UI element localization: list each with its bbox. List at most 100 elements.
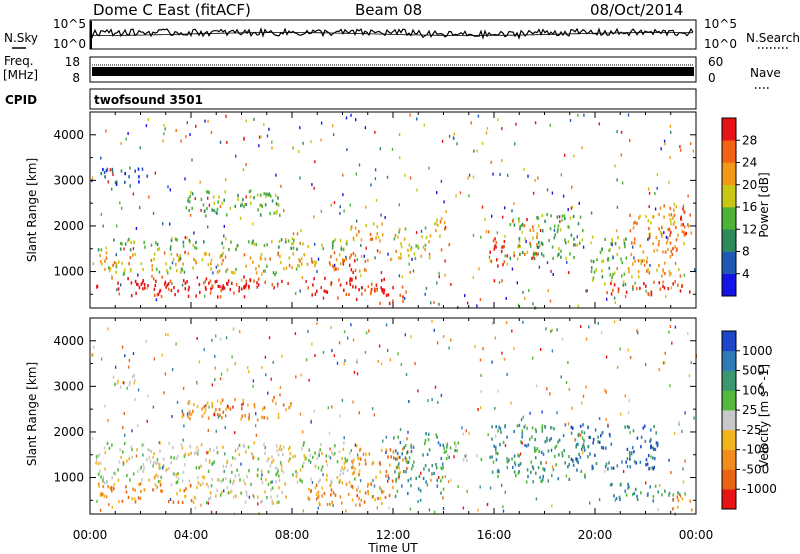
heatmap-cell bbox=[303, 454, 306, 458]
heatmap-cell bbox=[287, 239, 290, 243]
heatmap-cell bbox=[664, 351, 666, 355]
heatmap-cell bbox=[573, 256, 575, 260]
heatmap-cell bbox=[128, 457, 130, 461]
heatmap-cell bbox=[292, 241, 295, 245]
heatmap-cell bbox=[272, 458, 275, 462]
heatmap-cell bbox=[308, 378, 310, 382]
heatmap-cell bbox=[343, 209, 345, 213]
heatmap-cell bbox=[317, 490, 320, 494]
heatmap-cell bbox=[645, 289, 647, 293]
heatmap-cell bbox=[441, 475, 444, 479]
heatmap-cell bbox=[401, 484, 403, 488]
heatmap-cell bbox=[499, 443, 501, 447]
heatmap-cell bbox=[501, 159, 503, 163]
heatmap-cell bbox=[367, 482, 369, 486]
heatmap-cell bbox=[177, 477, 180, 481]
heatmap-cell bbox=[625, 493, 628, 497]
heatmap-cell bbox=[675, 225, 677, 230]
heatmap-cell bbox=[647, 454, 650, 458]
heatmap-cell bbox=[132, 487, 134, 491]
heatmap-cell bbox=[316, 322, 318, 326]
heatmap-cell bbox=[447, 453, 449, 457]
heatmap-cell bbox=[609, 483, 612, 487]
heatmap-cell bbox=[186, 280, 188, 284]
heatmap-cell bbox=[326, 502, 329, 507]
heatmap-cell bbox=[235, 283, 238, 287]
heatmap-cell bbox=[363, 500, 366, 504]
heatmap-cell bbox=[333, 452, 336, 456]
heatmap-cell bbox=[97, 472, 100, 476]
heatmap-cell bbox=[439, 220, 442, 224]
heatmap-cell bbox=[589, 435, 591, 440]
heatmap-cell bbox=[634, 281, 636, 285]
heatmap-cell bbox=[263, 416, 265, 420]
heatmap-cell bbox=[633, 237, 636, 241]
heatmap-cell bbox=[612, 288, 614, 292]
heatmap-cell bbox=[539, 475, 541, 480]
heatmap-cell bbox=[283, 209, 285, 213]
heatmap-cell bbox=[138, 175, 140, 179]
heatmap-cell bbox=[553, 236, 556, 240]
colorbar-tick-label: 100 bbox=[742, 383, 765, 397]
heatmap-cell bbox=[673, 202, 675, 206]
heatmap-cell bbox=[568, 225, 571, 229]
heatmap-cell bbox=[264, 257, 267, 261]
heatmap-cell bbox=[142, 287, 144, 291]
heatmap-cell bbox=[331, 246, 334, 250]
heatmap-cell bbox=[398, 256, 400, 260]
heatmap-cell bbox=[320, 121, 323, 125]
heatmap-cell bbox=[594, 428, 597, 432]
heatmap-cell bbox=[196, 485, 198, 489]
heatmap-cell bbox=[654, 207, 657, 211]
heatmap-cell bbox=[643, 259, 645, 263]
heatmap-cell bbox=[195, 261, 197, 265]
heatmap-cell bbox=[693, 268, 696, 272]
heatmap-cell bbox=[338, 278, 340, 282]
heatmap-cell bbox=[663, 139, 666, 143]
heatmap-cell bbox=[276, 282, 279, 286]
colorbar-segment bbox=[722, 449, 736, 470]
heatmap-cell bbox=[352, 270, 354, 275]
heatmap-cell bbox=[229, 206, 232, 210]
heatmap-cell bbox=[156, 458, 159, 462]
heatmap-cell bbox=[563, 214, 566, 218]
heatmap-cell bbox=[467, 176, 469, 180]
heatmap-cell bbox=[163, 123, 165, 127]
heatmap-cell bbox=[677, 283, 679, 287]
heatmap-cell bbox=[633, 241, 636, 245]
heatmap-cell bbox=[245, 264, 247, 268]
heatmap-cell bbox=[523, 252, 526, 256]
heatmap-cell bbox=[280, 448, 283, 452]
heatmap-cell bbox=[143, 488, 146, 492]
heatmap-cell bbox=[504, 425, 506, 429]
heatmap-cell bbox=[340, 469, 342, 473]
heatmap-cell bbox=[425, 432, 427, 436]
heatmap-cell bbox=[310, 257, 313, 261]
heatmap-cell bbox=[252, 260, 254, 264]
heatmap-cell bbox=[576, 235, 578, 239]
heatmap-cell bbox=[111, 443, 113, 447]
heatmap-cell bbox=[244, 500, 247, 504]
heatmap-cell bbox=[100, 172, 103, 176]
heatmap-cell bbox=[387, 293, 390, 297]
heatmap-cell bbox=[360, 238, 363, 242]
heatmap-cell bbox=[277, 474, 280, 478]
heatmap-cell bbox=[186, 412, 189, 416]
heatmap-cell bbox=[116, 224, 118, 228]
heatmap-cell bbox=[382, 490, 385, 494]
heatmap-cell bbox=[187, 252, 190, 256]
heatmap-cell bbox=[360, 498, 363, 502]
heatmap-cell bbox=[480, 235, 482, 239]
heatmap-cell bbox=[354, 268, 357, 272]
heatmap-cell bbox=[495, 451, 497, 455]
heatmap-cell bbox=[523, 224, 526, 228]
heatmap-cell bbox=[370, 482, 373, 486]
heatmap-cell bbox=[493, 444, 495, 448]
heatmap-cell bbox=[333, 201, 336, 205]
heatmap-cell bbox=[104, 259, 106, 263]
heatmap-cell bbox=[676, 495, 679, 499]
heatmap-cell bbox=[354, 443, 357, 447]
heatmap-cell bbox=[482, 347, 484, 351]
heatmap-cell bbox=[521, 230, 523, 234]
heatmap-cell bbox=[196, 405, 199, 409]
